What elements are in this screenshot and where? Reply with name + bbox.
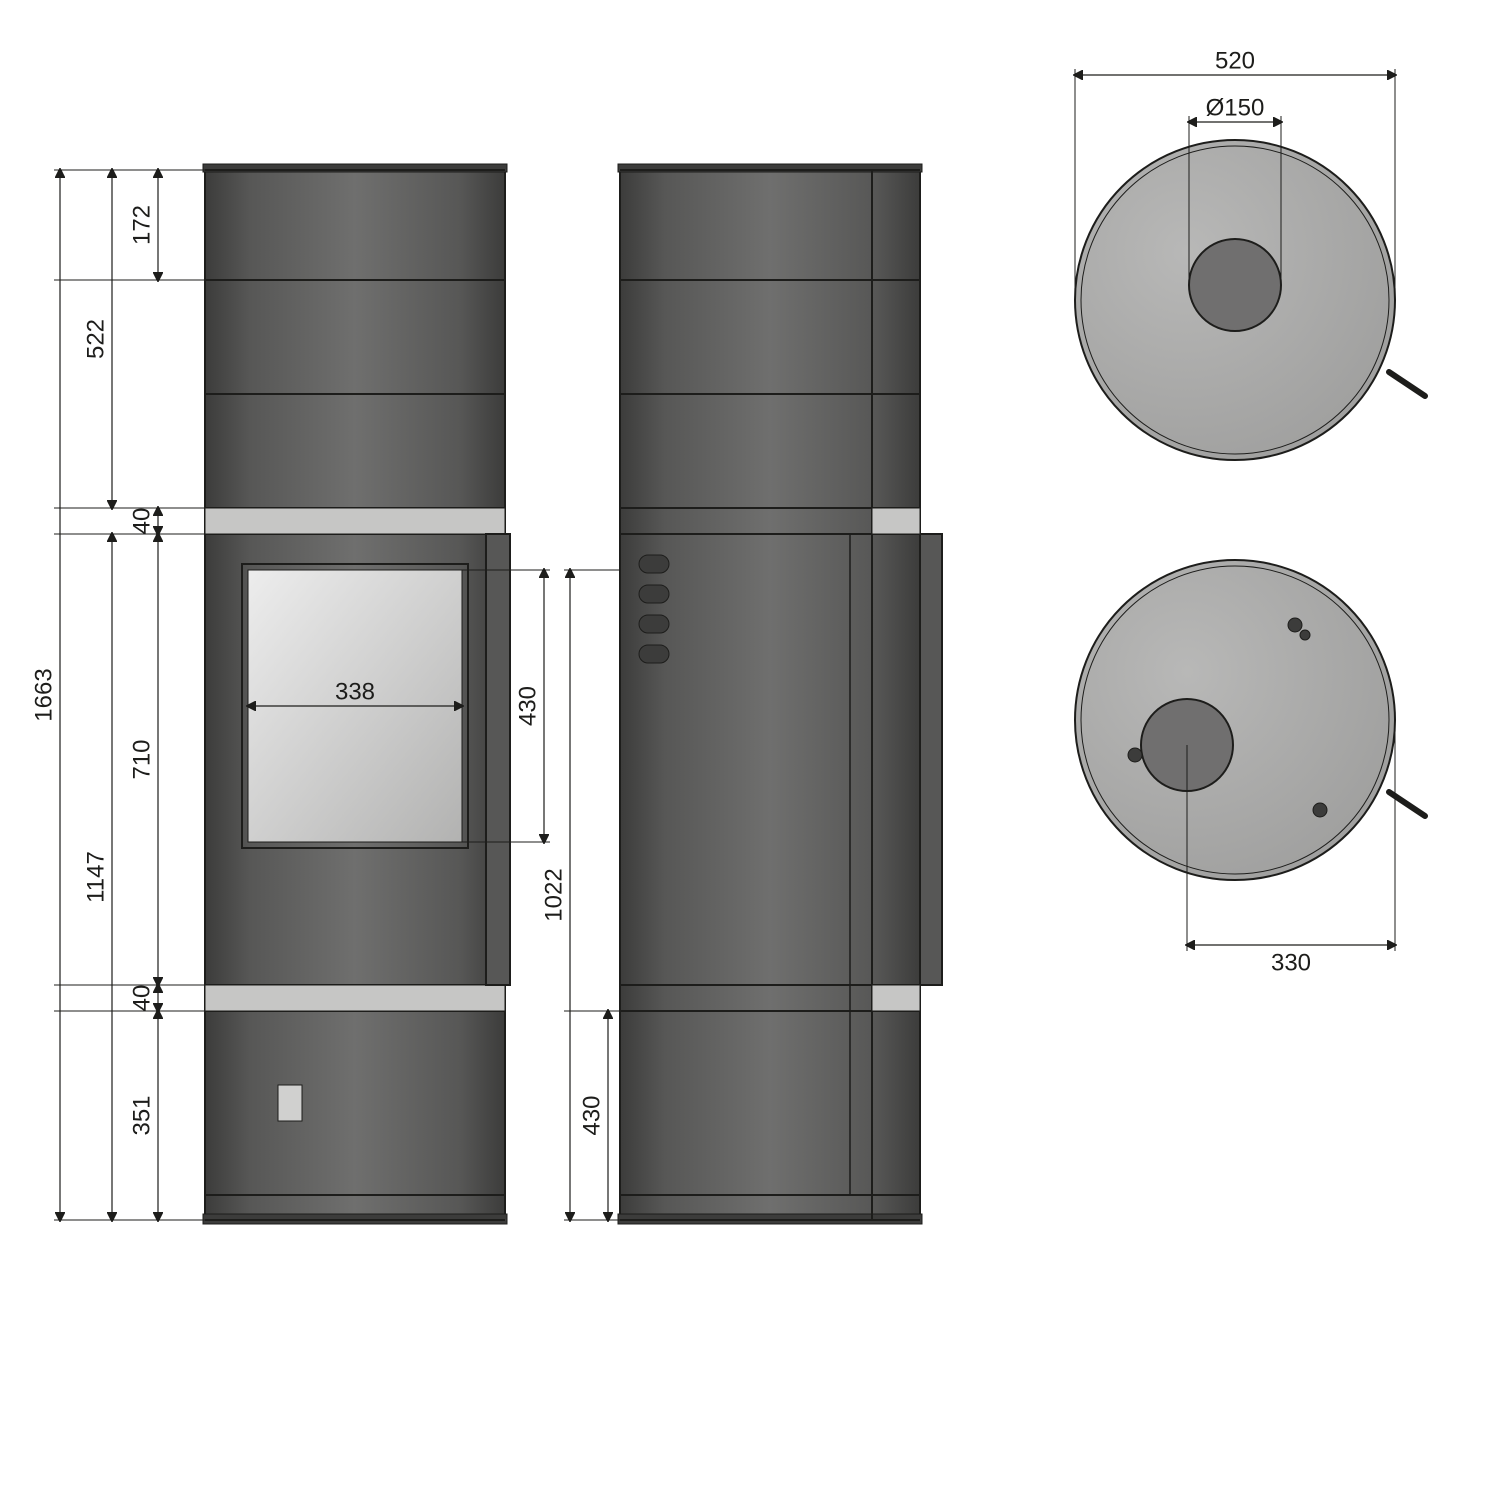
dim-710-label: 710 — [129, 739, 156, 779]
flue-hole — [1189, 239, 1281, 331]
dim-338-label: 338 — [335, 679, 375, 706]
dim-40-top-label: 40 — [129, 508, 156, 535]
dim-150-label: Ø150 — [1206, 95, 1265, 122]
side-elevation — [618, 164, 942, 1224]
dim-1022-label: 1022 — [541, 868, 568, 921]
dim-351-label: 351 — [129, 1095, 156, 1135]
air-vent — [639, 645, 669, 663]
dim-522-label: 522 — [83, 319, 110, 359]
dim-430-side-label: 430 — [579, 1095, 606, 1135]
dim-1663-label: 1663 — [31, 668, 58, 721]
air-vent — [639, 555, 669, 573]
dim-430-front-label: 430 — [515, 686, 542, 726]
air-vent — [639, 585, 669, 603]
front-button — [278, 1085, 302, 1121]
dim-520-label: 520 — [1215, 48, 1255, 75]
dim-172-label: 172 — [129, 205, 156, 245]
air-vent — [639, 615, 669, 633]
door-frame-right — [486, 534, 510, 985]
dim-1147-label: 1147 — [83, 851, 110, 903]
dim-330-label: 330 — [1271, 950, 1311, 977]
dim-40-bot-label: 40 — [129, 985, 156, 1012]
